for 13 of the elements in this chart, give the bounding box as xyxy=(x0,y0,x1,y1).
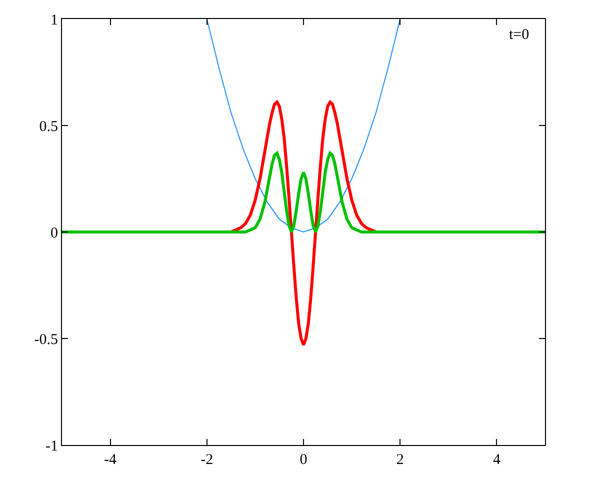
x-tick-label: 2 xyxy=(396,452,404,468)
y-tick-label: -0.5 xyxy=(34,332,58,348)
y-tick-label: -1 xyxy=(46,438,58,454)
x-tick-label: -4 xyxy=(104,452,118,468)
x-tick-label: 0 xyxy=(300,452,308,468)
line-series xyxy=(206,19,401,232)
y-tick-label: 0.5 xyxy=(39,118,58,135)
y-tick-label: 0 xyxy=(50,225,58,242)
x-tick-label: -2 xyxy=(200,452,214,468)
line-series xyxy=(62,152,545,234)
x-tick-label: 4 xyxy=(492,452,501,468)
annotation: t=0 xyxy=(509,27,530,43)
y-tick-label: 1 xyxy=(50,12,58,28)
